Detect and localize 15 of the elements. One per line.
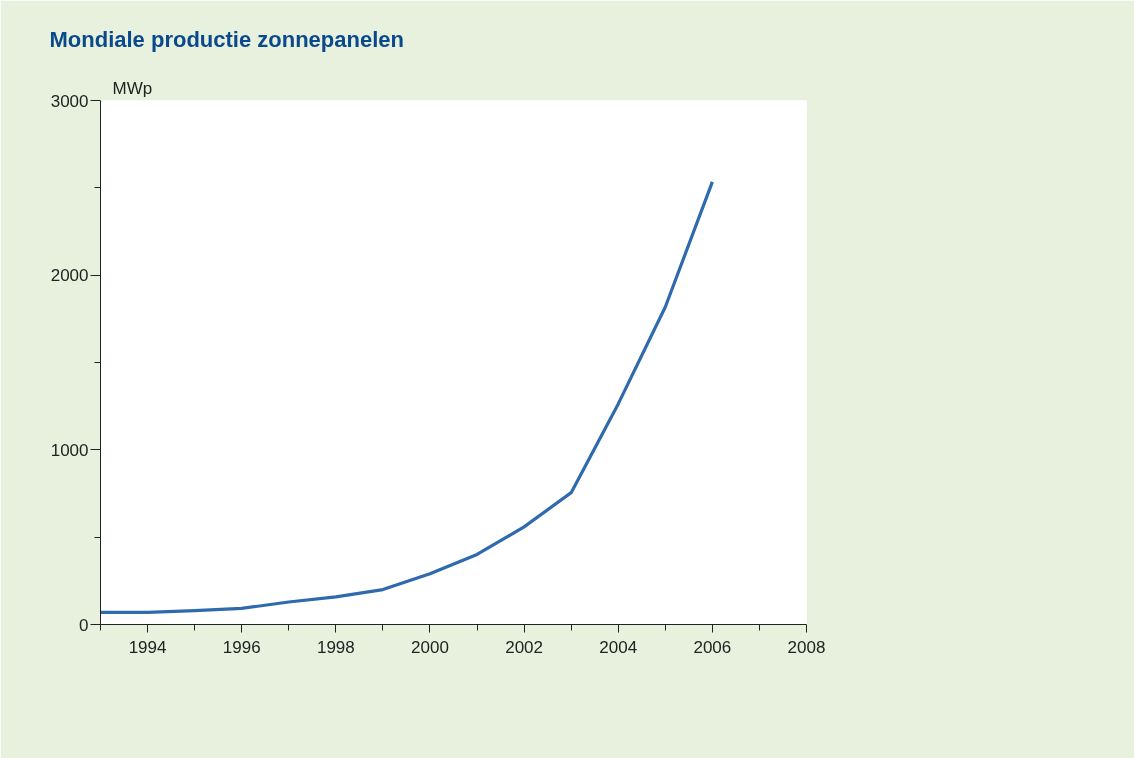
x-tick-label: 2002 [505,637,544,657]
chart-title: Mondiale productie zonnepanelen [49,26,404,52]
y-tick-label: 0 [79,615,89,635]
line-series [100,180,714,615]
x-tick-label: 2004 [599,637,638,657]
y-tick-label: 3000 [50,91,89,111]
x-tick-label: 1998 [316,637,355,657]
y-axis-title: MWp [112,78,153,98]
x-tick-label: 2006 [693,637,732,657]
y-tick-label: 2000 [50,266,89,286]
x-tick-label: 1994 [128,637,167,657]
x-tick-label: 2000 [411,637,449,657]
y-tick-label: 1000 [50,440,89,460]
x-tick-label: 2008 [787,637,826,657]
x-tick-label: 1996 [222,637,261,657]
